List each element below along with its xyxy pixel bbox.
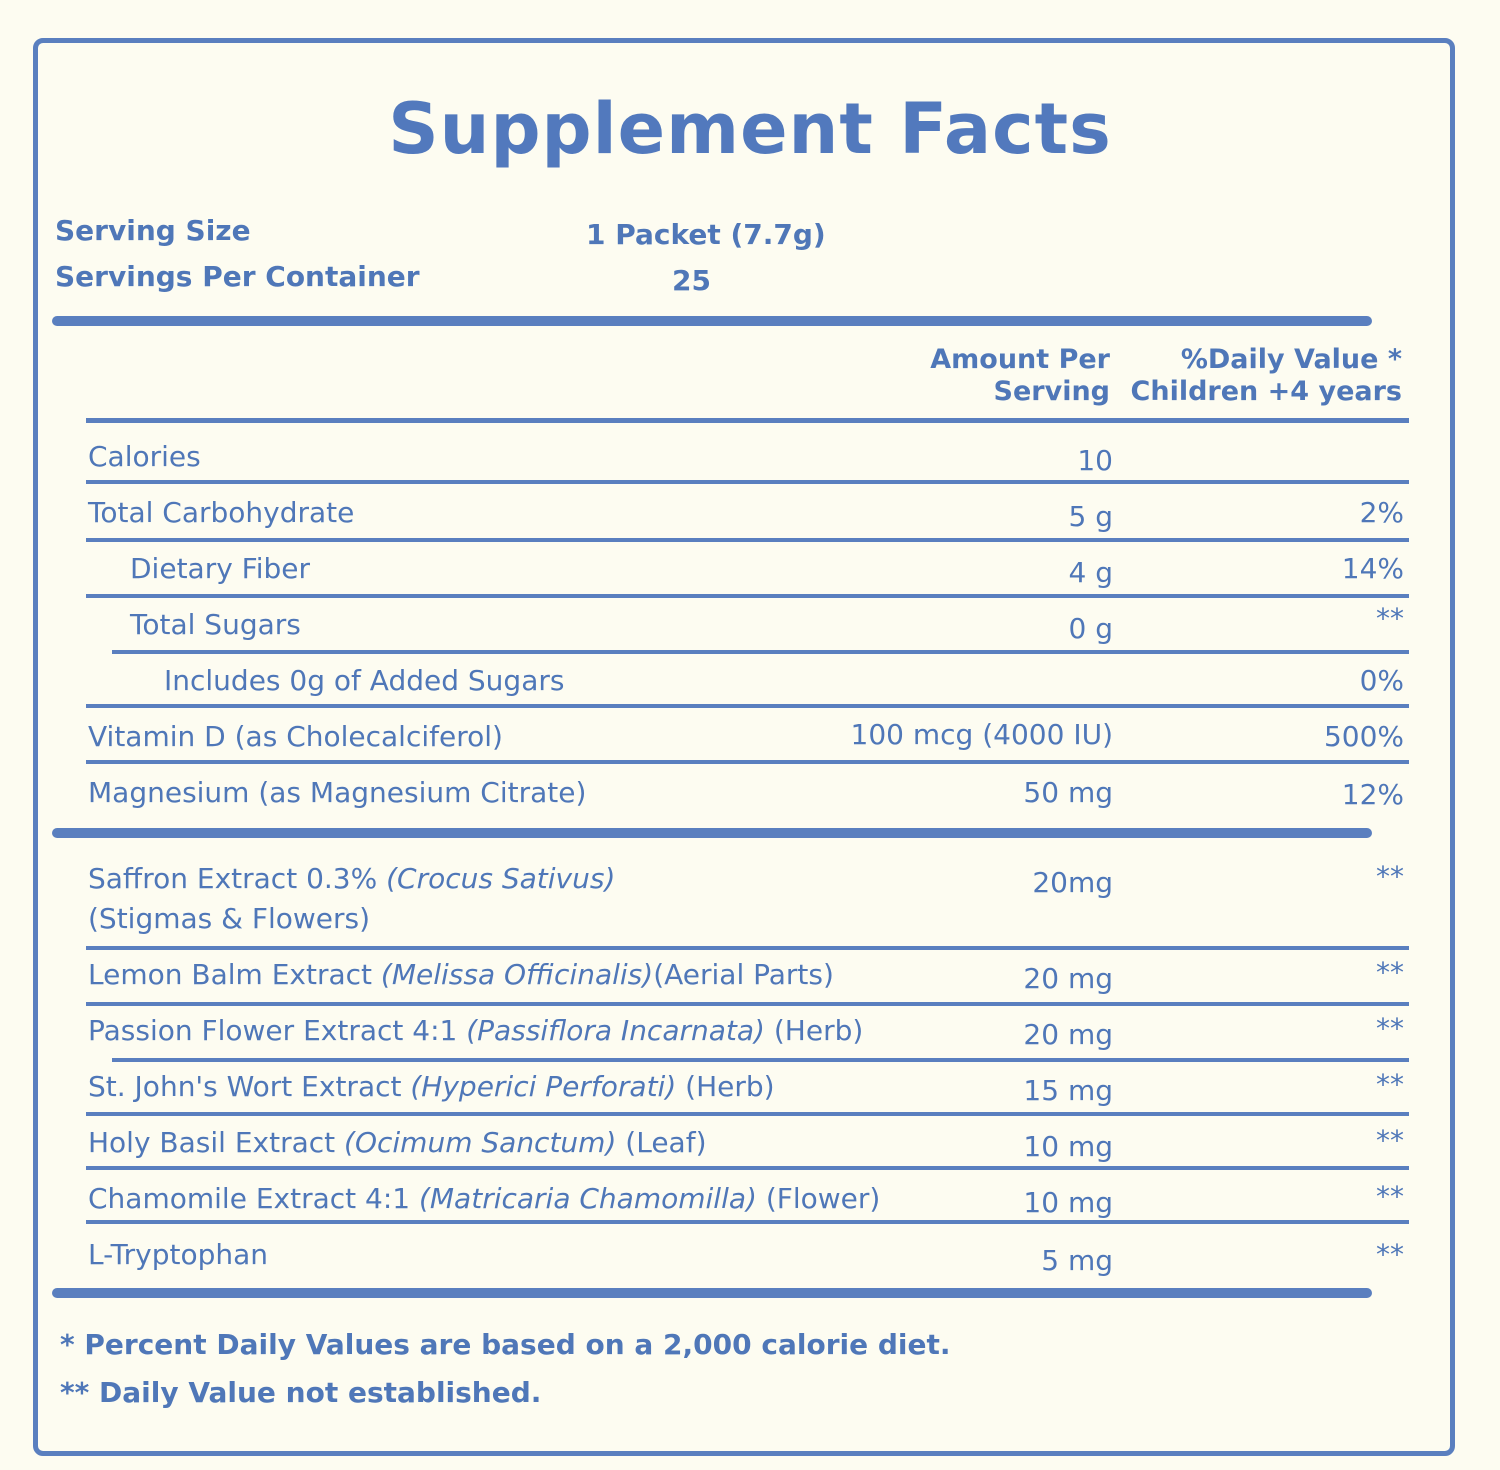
amount-per-serving-header: Amount Per Serving: [930, 344, 1110, 408]
divider: [86, 538, 1409, 542]
ingredient-amount: 20 mg: [1023, 1018, 1113, 1051]
ingredient-latin-name: (Ocimum Sanctum): [344, 1126, 617, 1159]
ingredient-name: L-Tryptophan: [88, 1238, 268, 1271]
divider: [86, 1166, 1409, 1170]
ingredient-latin-name: (Crocus Sativus): [386, 862, 616, 895]
ingredient-name: Passion Flower Extract 4:1 (Passiflora I…: [88, 1014, 863, 1047]
dv-header-line1: %Daily Value *: [1180, 344, 1402, 375]
nutrient-name: Calories: [88, 440, 201, 473]
divider: [86, 594, 1409, 598]
ingredient-name-text: Chamomile Extract 4:1: [88, 1182, 419, 1215]
divider: [86, 1002, 1409, 1006]
nutrient-amount: 0 g: [1068, 612, 1114, 645]
ingredient-latin-name: (Melissa Officinalis): [380, 958, 654, 991]
footnote-not-established: ** Daily Value not established.: [60, 1376, 542, 1409]
divider: [86, 704, 1409, 708]
nutrient-name: Total Sugars: [130, 608, 301, 641]
ingredient-name: St. John's Wort Extract (Hyperici Perfor…: [88, 1070, 775, 1103]
ingredient-name-line2: (Stigmas & Flowers): [88, 902, 371, 935]
ingredient-dv: **: [1376, 1238, 1404, 1271]
nutrient-name: Includes 0g of Added Sugars: [164, 664, 565, 697]
ingredient-amount: 20mg: [1032, 866, 1113, 899]
ingredient-amount: 5 mg: [1041, 1244, 1113, 1277]
ingredient-dv: **: [1376, 1012, 1404, 1045]
divider: [86, 1220, 1409, 1224]
nutrient-dv: 500%: [1323, 720, 1404, 753]
divider-thick: [52, 1288, 1372, 1298]
footnote-daily-values: * Percent Daily Values are based on a 2,…: [60, 1328, 951, 1361]
serving-size-label: Serving Size: [55, 214, 251, 247]
ingredient-name-text: Lemon Balm Extract: [88, 958, 381, 991]
nutrient-amount: 5 g: [1068, 500, 1114, 533]
nutrient-name: Total Carbohydrate: [88, 496, 355, 529]
supplement-facts-panel: [33, 38, 1455, 1456]
nutrient-dv: 2%: [1359, 496, 1404, 529]
ingredient-latin-name: (Hyperici Perforati): [410, 1070, 677, 1103]
ingredient-name-text: Saffron Extract 0.3%: [88, 862, 387, 895]
ingredient-part: (Herb): [764, 1014, 864, 1047]
divider-thick: [52, 828, 1372, 838]
ingredient-name: Lemon Balm Extract (Melissa Officinalis)…: [88, 958, 834, 991]
ingredient-name: Chamomile Extract 4:1 (Matricaria Chamom…: [88, 1182, 880, 1215]
ingredient-amount: 15 mg: [1023, 1074, 1113, 1107]
amount-header-line2: Serving: [993, 376, 1110, 407]
ingredient-amount: 10 mg: [1023, 1186, 1113, 1219]
ingredient-name-text: Holy Basil Extract: [88, 1126, 345, 1159]
nutrient-amount: 50 mg: [1023, 776, 1113, 809]
ingredient-latin-name: (Matricaria Chamomilla): [418, 1182, 757, 1215]
divider: [86, 480, 1409, 484]
servings-per-container-label: Servings Per Container: [55, 260, 420, 293]
divider: [112, 650, 1409, 654]
amount-header-line1: Amount Per: [930, 344, 1110, 375]
nutrient-name: Magnesium (as Magnesium Citrate): [88, 776, 587, 809]
ingredient-name-text: Passion Flower Extract 4:1: [88, 1014, 467, 1047]
nutrient-amount: 4 g: [1068, 556, 1114, 589]
nutrient-dv: 12%: [1341, 778, 1404, 811]
ingredient-dv: **: [1376, 860, 1404, 893]
divider: [86, 418, 1409, 423]
serving-size-value: 1 Packet (7.7g): [586, 218, 826, 251]
ingredient-latin-name: (Passiflora Incarnata): [466, 1014, 765, 1047]
daily-value-header: %Daily Value * Children +4 years: [1131, 344, 1402, 408]
ingredient-part: (Leaf): [616, 1126, 707, 1159]
divider: [86, 760, 1409, 764]
servings-per-container-value: 25: [672, 264, 711, 297]
ingredient-dv: **: [1376, 956, 1404, 989]
nutrient-name: Vitamin D (as Cholecalciferol): [88, 720, 503, 753]
ingredient-name-text: L-Tryptophan: [88, 1238, 269, 1271]
page-title: Supplement Facts: [388, 88, 1112, 170]
nutrient-amount: 100 mcg (4000 IU): [850, 718, 1113, 751]
nutrient-name: Dietary Fiber: [130, 552, 311, 585]
divider: [86, 946, 1409, 950]
nutrient-amount: 10: [1077, 444, 1113, 477]
divider: [112, 1058, 1409, 1062]
nutrient-dv: 0%: [1359, 664, 1404, 697]
nutrient-dv: 14%: [1341, 552, 1404, 585]
ingredient-part: (Flower): [756, 1182, 881, 1215]
dv-header-line2: Children +4 years: [1130, 376, 1402, 407]
ingredient-part: (Herb): [676, 1070, 775, 1103]
ingredient-dv: **: [1376, 1124, 1404, 1157]
ingredient-part: (Aerial Parts): [653, 958, 834, 991]
nutrient-dv: **: [1376, 602, 1404, 635]
ingredient-dv: **: [1376, 1068, 1404, 1101]
ingredient-amount: 20 mg: [1023, 962, 1113, 995]
ingredient-dv: **: [1376, 1180, 1404, 1213]
ingredient-name: Saffron Extract 0.3% (Crocus Sativus): [88, 862, 615, 895]
ingredient-name-text: St. John's Wort Extract: [88, 1070, 411, 1103]
divider: [86, 1112, 1409, 1116]
divider-thick: [52, 316, 1372, 326]
ingredient-name: Holy Basil Extract (Ocimum Sanctum) (Lea…: [88, 1126, 707, 1159]
ingredient-amount: 10 mg: [1023, 1130, 1113, 1163]
